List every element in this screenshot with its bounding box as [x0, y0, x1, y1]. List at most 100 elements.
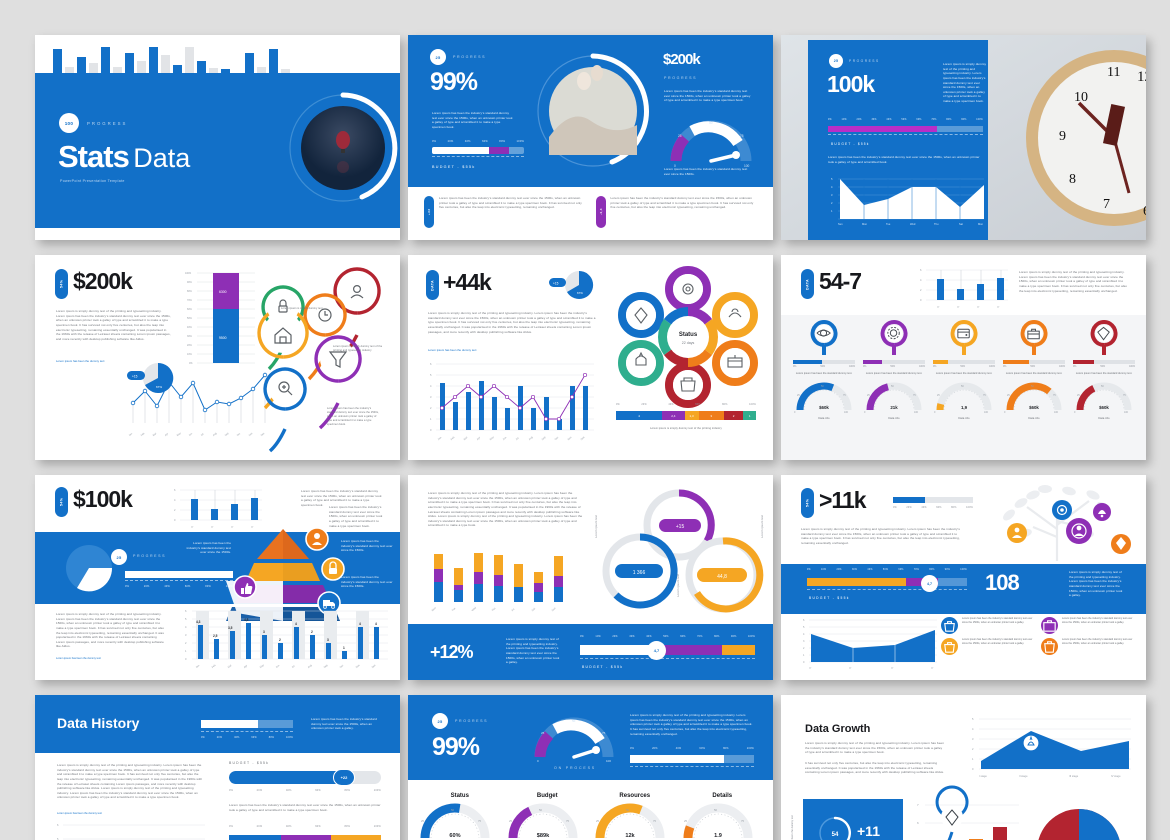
svg-text:Wed: Wed	[471, 606, 477, 612]
s6-pill-badge: DATA	[801, 269, 814, 299]
slide-data-200k[interactable]: 54% $200k Lorem ipsum is simply dummy te…	[35, 255, 400, 460]
slide-data-history[interactable]: Data History 0% 20% 40% 60% 80% 100% Lorem ip…	[35, 695, 400, 840]
svg-text:25: 25	[1007, 394, 1010, 397]
s4-body-text: Lorem ipsum is simply dummy text of the …	[56, 309, 171, 341]
slide-gt-11k[interactable]: 54% >11k 0% 20% 40% 60% 80% 100% Lorem ipsum …	[781, 475, 1146, 680]
svg-text:Sat: Sat	[531, 607, 536, 612]
s10-title: Data History	[57, 715, 140, 731]
slide-title[interactable]: 100 PROGRESS Stats Data PowerPoint Prese…	[35, 35, 400, 240]
progress-badge-label: PROGRESS	[453, 55, 487, 59]
s2-bar-white	[432, 147, 490, 154]
list-item[interactable]: Lorem ipsum has been the industry's stan…	[1041, 617, 1135, 634]
s11-dash-line	[630, 766, 754, 767]
metric-column[interactable]: 0% 50% 100% Lorem ipsum has been the standa…	[999, 317, 1069, 457]
svg-text:Sat: Sat	[959, 222, 963, 226]
svg-text:Lorem ipsum text: Lorem ipsum text	[760, 515, 764, 538]
s3-progress-bar[interactable]	[828, 126, 983, 132]
metric-bar[interactable]	[793, 360, 855, 364]
axis-tick: 60%	[680, 635, 686, 638]
metric-gauge: $60k 0 25 50 75 100	[1074, 382, 1132, 414]
s12-card[interactable]: 54 +11 PROGRESS	[803, 799, 903, 840]
s2-progress-bar[interactable]	[432, 147, 524, 154]
gauge-title: Budget	[536, 793, 558, 799]
metric-column[interactable]: 0% 50% 100% Lorem ipsum has been the standa…	[929, 317, 999, 457]
s7-progress-bar[interactable]	[125, 571, 233, 578]
svg-text:6: 6	[803, 619, 805, 622]
svg-text:11: 11	[1107, 65, 1120, 80]
metric-column[interactable]: 0% 50% 100% Lorem ipsum has been the standa…	[1069, 317, 1139, 457]
svg-text:1: 1	[185, 649, 187, 653]
s11-progress-bar[interactable]	[630, 755, 754, 763]
svg-text:50: 50	[821, 385, 824, 388]
metric-bar[interactable]	[933, 360, 995, 364]
svg-text:Nov: Nov	[355, 663, 361, 669]
s5-link[interactable]: Lorem ipsum has been the dummy text	[428, 348, 477, 352]
svg-text:$60k: $60k	[1029, 405, 1039, 410]
s7-pyramid	[226, 527, 345, 621]
s9-band-bar[interactable]	[807, 578, 967, 586]
s8-stacked-bar-chart: Mon Tue Wed Thu Fri Sat Sun	[431, 553, 563, 612]
slide-data-growth[interactable]: Data Growth Lorem ipsum is simply dummy …	[781, 695, 1146, 840]
slide-data-100k[interactable]: 54% $100k 6 4 2 0 Yr Yr Yr Yr Lorem ipsum has …	[35, 475, 400, 680]
svg-text:0: 0	[174, 518, 176, 522]
s8-footer-bar[interactable]	[580, 645, 755, 655]
gauge-card[interactable]: Resources12k0255075100	[591, 787, 679, 840]
slide-data-44k[interactable]: DATA +44k +15 67% Lorem ipsum is simply …	[408, 255, 773, 460]
slide-progress-99[interactable]: 25 PROGRESS 99% Lorem ipsum has been the…	[408, 35, 773, 240]
svg-text:90%: 90%	[187, 281, 193, 284]
s7-pill-badge: 54%	[55, 487, 68, 517]
s10-link[interactable]: Lorem ipsum has been the dummy text	[57, 812, 102, 815]
metric-column[interactable]: 0% 50% 100% Lorem ipsum has been the standa…	[859, 317, 929, 457]
list-item[interactable]: Lorem ipsum has been the industry's stan…	[1041, 638, 1135, 655]
svg-text:0: 0	[934, 411, 936, 414]
s10-header-text: Lorem ipsum has been the industry's stan…	[311, 717, 377, 731]
svg-text:III stage: III stage	[1069, 774, 1079, 778]
svg-text:75: 75	[1123, 394, 1126, 397]
s7-dash-line	[125, 580, 233, 581]
metric-bar[interactable]	[1073, 360, 1135, 364]
metric-text: Lorem ipsum has been the standard dummy …	[935, 372, 993, 375]
gauge-card[interactable]: Budget$89k0255075100	[504, 787, 592, 840]
svg-text:75: 75	[566, 819, 569, 823]
svg-text:10%: 10%	[187, 353, 193, 356]
list-item[interactable]: Lorem ipsum has been the industry's stan…	[941, 617, 1035, 634]
metric-bar[interactable]	[1003, 360, 1065, 364]
svg-text:50: 50	[714, 808, 717, 812]
slide-progress-100k[interactable]: 12 11 10 9 8 7 6 25 PROGRESS 100k Lorem …	[781, 35, 1146, 240]
svg-text:+15: +15	[676, 524, 685, 530]
s9-progress-bar[interactable]	[893, 497, 973, 503]
svg-text:3: 3	[327, 638, 329, 642]
svg-text:6: 6	[430, 362, 432, 366]
svg-text:75: 75	[741, 819, 744, 823]
s11-gauge-caption: ON PROCESS	[554, 766, 596, 770]
metric-bar[interactable]	[863, 360, 925, 364]
svg-text:2: 2	[803, 647, 805, 650]
s10-stacked-bar[interactable]: 22,41,3	[229, 835, 381, 840]
svg-text:25: 25	[1077, 394, 1080, 397]
s2-footer-text: Lorem ipsum has been the industry's stan…	[439, 196, 582, 210]
slide-on-process-99[interactable]: 25 PROGRESS 99% 0 25 50 75 100 ON PROCESS Lo…	[408, 695, 773, 840]
s2-gauge-caption: Lorem ipsum has been the industry's stan…	[664, 167, 748, 176]
slide-data-54-7[interactable]: DATA 54-7 6 4 2 0 Yr Yr Yr Yr Lorem ipsum is s…	[781, 255, 1146, 460]
metric-column[interactable]: 0% 50% 100% Lorem ipsum has been the standa…	[789, 317, 859, 457]
svg-text:5: 5	[430, 373, 432, 377]
s12-bar-chart: 765	[917, 785, 1019, 840]
list-item[interactable]: Lorem ipsum has been the industry's stan…	[941, 638, 1035, 655]
metric-bar-fill	[793, 360, 822, 364]
title-bar	[149, 47, 158, 77]
s7-link[interactable]: Lorem ipsum has been the dummy text	[56, 657, 101, 660]
svg-text:2: 2	[311, 630, 313, 634]
slide-plus-12[interactable]: Lorem ipsum is simply dummy text of the …	[408, 475, 773, 680]
s4-link[interactable]: Lorem ipsum has been the dummy text	[56, 359, 105, 363]
svg-text:100: 100	[744, 164, 750, 168]
s5-stacked-bar[interactable]: 4 2,4 1,3 3 2 1	[616, 411, 756, 420]
s10-header-bar[interactable]	[201, 720, 293, 728]
s8-bar-white	[580, 645, 664, 655]
svg-text:100: 100	[1054, 411, 1059, 414]
s10-budget-bar[interactable]	[229, 771, 381, 784]
svg-text:4: 4	[430, 384, 432, 388]
svg-text:Mar: Mar	[463, 436, 468, 441]
svg-text:Oct: Oct	[339, 664, 344, 669]
